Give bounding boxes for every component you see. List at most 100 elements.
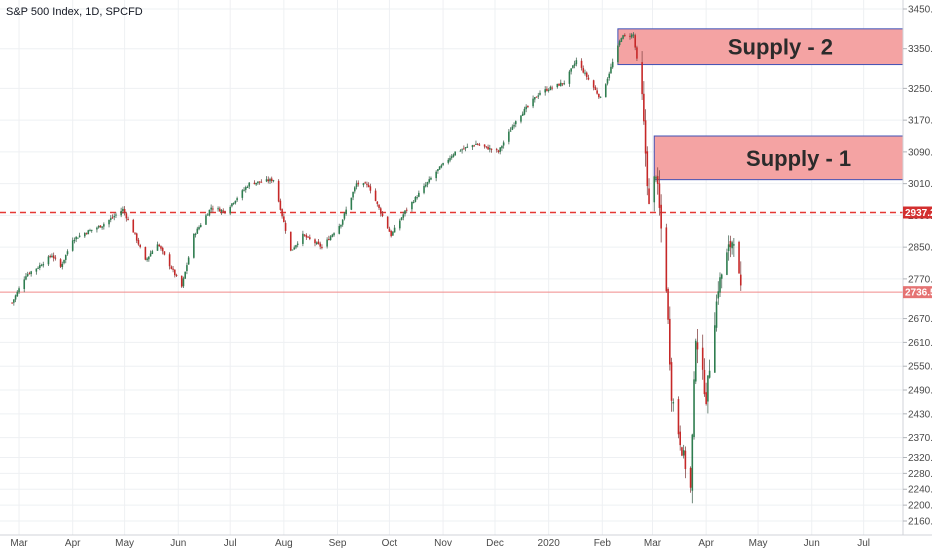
candle-body — [532, 98, 534, 107]
candle-body — [558, 83, 560, 86]
candle-body — [423, 185, 425, 193]
candle-body — [546, 88, 548, 91]
candle-body — [402, 214, 405, 218]
candle-body — [144, 246, 147, 260]
supply-zone-rect[interactable] — [653, 135, 904, 181]
candle-body — [151, 251, 154, 254]
candle-body — [97, 226, 100, 228]
candle-body — [354, 187, 356, 192]
candle-body — [125, 213, 128, 219]
candle-body — [260, 181, 263, 183]
candle-body — [701, 347, 704, 370]
price-axis[interactable]: 3450.00 3350.00 3250.00 3170.00 3090.00 3010.… — [903, 5, 932, 528]
candle-body — [440, 165, 443, 168]
candle-body — [196, 228, 199, 234]
candle-body — [11, 302, 13, 304]
candle-body — [122, 208, 124, 212]
candle-body — [350, 197, 353, 210]
candle-body — [509, 130, 512, 132]
candle-body — [212, 208, 214, 210]
candle-body — [78, 235, 81, 238]
time-tick-label: Dec — [486, 538, 504, 549]
candle-body — [224, 211, 226, 214]
price-tag-label: 2937.26 — [905, 208, 932, 219]
candle-body — [463, 148, 465, 150]
candle-body — [630, 34, 633, 38]
candle-body — [269, 179, 271, 182]
time-tick-label: Oct — [382, 538, 398, 549]
price-tick-label: 2200.00 — [908, 501, 932, 512]
candle-body — [521, 113, 524, 116]
candle-body — [379, 208, 382, 214]
candle-body — [222, 210, 225, 212]
candle-body — [52, 255, 55, 259]
candle-body — [435, 171, 437, 179]
candle-body — [620, 38, 623, 42]
candle-body — [572, 65, 574, 68]
candle-body — [13, 299, 15, 303]
candle-body — [90, 229, 93, 231]
candle-body — [618, 41, 621, 46]
candle-body — [580, 60, 583, 68]
candle-body — [14, 295, 17, 300]
candle-body — [499, 147, 501, 152]
candle-body — [376, 201, 379, 204]
candle-body — [694, 340, 697, 382]
candle-body — [693, 379, 695, 438]
time-tick-label: 2020 — [538, 538, 561, 549]
candle-body — [450, 156, 453, 158]
candle-body — [103, 224, 105, 227]
candle-body — [317, 241, 320, 244]
time-axis[interactable]: Mar Apr May Jun Jul Aug Sep Oct Nov Dec 2020 Feb Mar… — [10, 538, 870, 549]
candle-body — [534, 97, 536, 100]
candle-body — [606, 78, 609, 84]
candle-body — [59, 259, 62, 267]
candle-body — [309, 237, 311, 239]
candle-body — [161, 247, 164, 252]
price-tick-label: 2240.00 — [908, 485, 932, 496]
candle-body — [544, 89, 546, 93]
time-tick-label: Feb — [594, 538, 612, 549]
candle-body — [217, 208, 219, 210]
supply-zone-label: Supply - 1 — [746, 146, 851, 171]
candle-body — [357, 182, 360, 185]
horizontal-levels[interactable] — [0, 211, 903, 293]
candle-body — [452, 154, 455, 157]
candle-body — [471, 145, 474, 148]
candle-body — [186, 265, 188, 272]
candle-body — [643, 93, 645, 122]
supply-zones[interactable]: Supply - 2 Supply - 1 — [617, 28, 904, 181]
candle-body — [729, 241, 732, 248]
candle-body — [677, 399, 680, 435]
candle-body — [352, 191, 354, 198]
candle-body — [234, 200, 237, 204]
candle-body — [156, 244, 159, 251]
candle-body — [277, 180, 280, 202]
candle-body — [523, 108, 526, 115]
candle-body — [731, 242, 733, 249]
candle-body — [307, 236, 309, 238]
candle-body — [28, 273, 31, 275]
candle-body — [205, 215, 207, 225]
price-tag-bg — [903, 206, 932, 219]
candle-body — [345, 209, 347, 214]
candle-body — [236, 198, 238, 201]
candle-body — [134, 232, 136, 234]
price-tick-label: 3170.00 — [908, 116, 932, 127]
price-tick-label: 3450.00 — [908, 5, 932, 16]
time-tick-label: Aug — [275, 538, 293, 549]
candle-body — [220, 209, 223, 212]
candle-body — [137, 239, 140, 245]
price-tick-label: 2320.00 — [908, 453, 932, 464]
candle-body — [648, 188, 650, 204]
candle-body — [295, 245, 297, 248]
time-tick-label: Sep — [329, 538, 347, 549]
supply-zone-rect[interactable] — [617, 28, 904, 66]
candle-body — [255, 182, 257, 185]
candle-body — [96, 227, 98, 230]
time-tick-label: Apr — [698, 538, 714, 549]
candle-body — [437, 169, 439, 172]
candle-body — [341, 219, 344, 225]
candle-body — [174, 269, 176, 276]
